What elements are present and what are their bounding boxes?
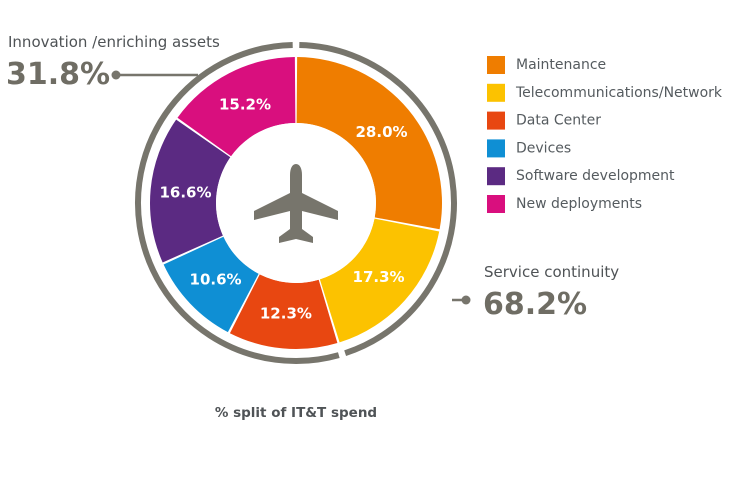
legend-swatch-data-center	[487, 111, 505, 130]
segment-labels: 28.0% 17.3% 12.3% 10.6% 16.6% 15.2%	[159, 95, 407, 322]
legend-swatch-maintenance	[487, 56, 505, 74]
chart-caption: % split of IT&T spend	[215, 405, 377, 421]
legend: Maintenance Telecommunications/Network Dat…	[487, 56, 723, 213]
donut-segments	[150, 57, 443, 349]
service-group-percent: 68.2%	[483, 287, 587, 322]
legend-label-devices: Devices	[516, 140, 571, 156]
segment-devices	[163, 236, 259, 333]
group-ring-service-continuity	[299, 42, 457, 357]
legend-swatch-telecommunications-network	[487, 83, 505, 102]
group-rings	[135, 42, 457, 364]
airplane-icon	[254, 164, 338, 243]
legend-label-software-development: Software development	[516, 168, 675, 184]
legend-label-new-deployments: New deployments	[516, 196, 642, 212]
innovation-group-name: Innovation /enriching assets	[8, 33, 220, 51]
segment-label-software-development: 16.6%	[159, 184, 211, 202]
legend-swatch-devices	[487, 139, 505, 158]
service-group-name: Service continuity	[484, 263, 619, 281]
group-ring-innovation-enriching-assets	[135, 42, 340, 364]
segment-label-maintenance: 28.0%	[356, 123, 408, 141]
legend-swatch-new-deployments	[487, 195, 505, 213]
service-leader-dot	[461, 295, 471, 305]
segment-new-deployments	[177, 57, 296, 157]
legend-label-maintenance: Maintenance	[516, 57, 606, 73]
innovation-group-percent: 31.8%	[6, 57, 110, 92]
segment-maintenance	[296, 57, 443, 230]
segment-telecommunications-network	[319, 218, 440, 343]
innovation-leader-dot	[111, 70, 121, 80]
segment-data-center	[229, 274, 338, 349]
segment-label-devices: 10.6%	[190, 270, 242, 288]
legend-label-telecommunications-network: Telecommunications/Network	[515, 85, 723, 101]
legend-label-data-center: Data Center	[516, 113, 601, 129]
segment-label-new-deployments: 15.2%	[219, 95, 271, 113]
segment-software-development	[150, 119, 231, 263]
segment-label-telecommunications-network: 17.3%	[353, 268, 405, 286]
legend-swatch-software-development	[487, 167, 505, 186]
segment-label-data-center: 12.3%	[260, 305, 312, 323]
